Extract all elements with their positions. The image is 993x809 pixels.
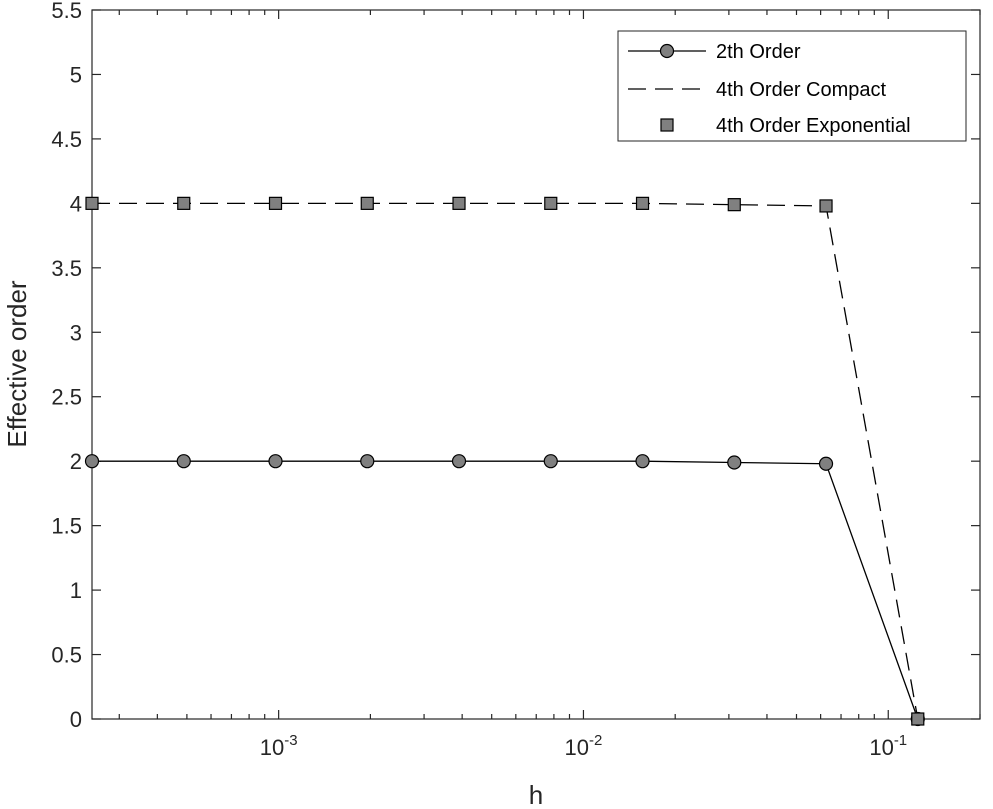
- y-tick-label: 1.5: [51, 514, 82, 539]
- x-axis: 10-3 10-2 10-1: [118, 10, 981, 760]
- point-2th-order: [635, 454, 650, 469]
- point-4th-exponential: [819, 199, 833, 213]
- point-4th-exponential: [452, 196, 466, 210]
- y-axis: 0 0.5 1 1.5 2 2.5 3 3.5 4 4.5 5 5.5: [51, 0, 980, 732]
- point-4th-exponential: [268, 196, 283, 210]
- legend: 2th Order 4th Order Compact 4th Order Ex…: [617, 30, 967, 142]
- point-2th-order: [268, 454, 283, 469]
- point-4th-exponential: [85, 196, 99, 210]
- x-tick-label: 10-3: [260, 732, 298, 760]
- legend-label-4th-exponential: 4th Order Exponential: [716, 115, 911, 137]
- point-2th-order: [84, 454, 100, 469]
- point-4th-exponential: [727, 198, 741, 212]
- y-tick-label: 1: [70, 578, 82, 603]
- point-2th-order: [360, 454, 375, 469]
- y-axis-label: Effective order: [2, 280, 32, 448]
- point-4th-exponential: [911, 712, 925, 726]
- point-2th-order: [543, 454, 558, 469]
- series-layer: [84, 196, 925, 727]
- series-line-2th-order: [92, 460, 919, 720]
- legend-box: [617, 30, 967, 142]
- y-tick-label: 3.5: [51, 256, 82, 281]
- y-tick-label: 2: [70, 449, 82, 474]
- series-line-4th-compact: [92, 202, 919, 720]
- legend-label-4th-compact: 4th Order Compact: [716, 79, 887, 101]
- x-axis-label: h: [529, 780, 543, 809]
- legend-marker-2th-order: [659, 43, 675, 59]
- y-tick-label: 0.5: [51, 643, 82, 668]
- point-2th-order: [176, 454, 191, 469]
- y-tick-label: 5: [70, 62, 82, 87]
- y-tick-label: 4.5: [51, 127, 82, 152]
- y-tick-label: 2.5: [51, 385, 82, 410]
- y-tick-label: 5.5: [51, 0, 82, 23]
- x-tick-label: 10-1: [869, 732, 907, 760]
- y-tick-label: 0: [70, 707, 82, 732]
- point-2th-order: [818, 456, 834, 471]
- y-tick-label: 4: [70, 191, 82, 216]
- legend-label-2th-order: 2th Order: [716, 41, 801, 63]
- point-4th-exponential: [360, 196, 374, 210]
- point-2th-order: [727, 455, 742, 470]
- point-4th-exponential: [544, 196, 558, 210]
- legend-marker-4th-exponential: [660, 118, 674, 132]
- point-2th-order: [451, 454, 467, 469]
- point-4th-exponential: [177, 196, 191, 210]
- y-tick-label: 3: [70, 320, 82, 345]
- point-4th-exponential: [635, 196, 650, 210]
- x-tick-label: 10-2: [565, 732, 603, 760]
